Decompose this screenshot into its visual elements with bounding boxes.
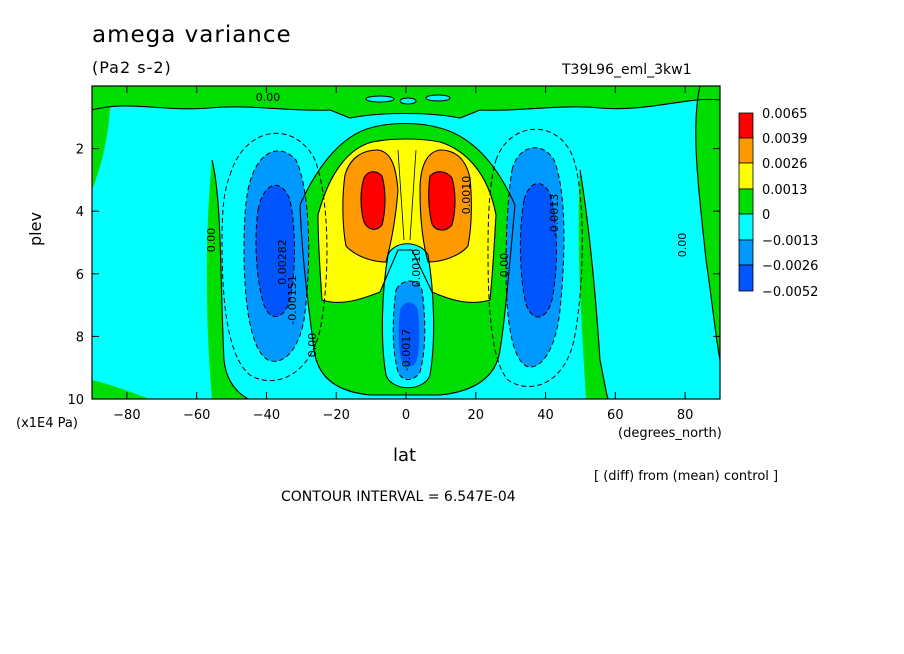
contour-neg-1e: [505, 147, 565, 368]
y-tick-label: 4: [76, 205, 84, 220]
y-tick-label: 10: [67, 393, 84, 408]
legend-level-label: −0.0013: [762, 234, 818, 249]
contour-neg-1w: [243, 150, 310, 362]
region-deepblue-east: [520, 183, 557, 318]
legend-level-label: 0.0065: [762, 107, 808, 122]
contour-neg-2e: [519, 183, 557, 318]
region-red-west: [361, 171, 385, 230]
legend-swatch: [738, 213, 754, 241]
x-tick-label: −80: [113, 408, 140, 423]
region-green-se: [578, 170, 608, 399]
run-label: T39L96_eml_3kw1: [562, 62, 692, 78]
contour-zero-equator: [381, 243, 435, 389]
chart-title: amega variance: [92, 22, 292, 48]
legend-level-label: −0.0052: [762, 285, 818, 300]
x-tick-label: 20: [468, 408, 485, 423]
contour-value-label: -0.00151: [286, 275, 299, 324]
y-tick-label: 8: [76, 330, 84, 345]
region-deepblue-west: [256, 185, 295, 317]
contour-value-label: -0.0013: [548, 194, 561, 236]
region-green-right: [695, 86, 720, 360]
x-tick-label: −60: [183, 408, 210, 423]
legend-level-label: 0.0013: [762, 183, 808, 198]
x-axis-label: lat: [393, 445, 417, 466]
contour-zero-sw: [211, 159, 249, 399]
axes: −80 −60 −40 −20 0 20 40 60 80 2 4 6 8 10: [67, 86, 720, 423]
contour-value-label: 0.00: [205, 228, 218, 253]
units-label: (Pa2 s-2): [92, 58, 172, 77]
contour-zero-right: [695, 86, 720, 361]
contour-pos-2w: [342, 149, 399, 263]
contour-neg-center: [392, 280, 426, 380]
legend: 0.0065 0.0039 0.0026 0.0013 0 −0.0013 −0.0026 −…: [738, 107, 818, 300]
contour-value-label: 0.0010: [460, 176, 473, 215]
contour-field: [92, 86, 720, 399]
contour-labels: 0.00 0.00 0.00282-0.00151 0.00 0.0010 -0.0017…: [205, 91, 689, 371]
contour-zero-center: [299, 123, 516, 396]
contour-pos-1: [317, 138, 497, 303]
legend-swatch: [738, 264, 754, 292]
y-axis-units: (x1E4 Pa): [16, 416, 78, 431]
contour-pos-3e: [428, 171, 456, 231]
x-tick-label: 80: [677, 408, 694, 423]
x-tick-label: 40: [537, 408, 554, 423]
contour-zero-se: [579, 169, 609, 399]
region-green-left: [92, 86, 111, 190]
blip-top-center: [399, 97, 417, 105]
contour-neg-2w: [255, 184, 295, 317]
contour-neg-outer-e: [487, 128, 583, 387]
contour-neg-outer-w: [221, 132, 328, 382]
contour-zero-top: [92, 98, 720, 119]
legend-level-label: −0.0026: [762, 259, 818, 274]
y-tick-label: 6: [76, 268, 84, 283]
region-deepblue-center: [398, 302, 420, 367]
contour-value-label: 0.00282: [276, 239, 289, 285]
contour-value-label: -0.0017: [400, 329, 413, 371]
legend-swatch: [738, 188, 754, 215]
legend-swatch: [738, 162, 754, 190]
region-red-east: [428, 171, 455, 231]
legend-level-label: 0: [762, 208, 770, 223]
contour-pos-3w: [360, 171, 386, 230]
region-green-bottom-left: [92, 380, 150, 399]
blip-top-right: [425, 94, 451, 102]
legend-level-label: 0.0039: [762, 132, 808, 147]
contour-value-label: 0.00: [306, 333, 319, 358]
diff-note: [ (diff) from (mean) control ]: [594, 469, 779, 484]
contour-value-label: 0.00: [676, 233, 689, 258]
contour-equator-ridge: [397, 149, 417, 241]
contour-value-label: 0.00: [256, 91, 281, 104]
legend-swatch: [738, 112, 754, 139]
y-tick-label: 2: [76, 143, 84, 158]
contour-interval: CONTOUR INTERVAL = 6.547E-04: [281, 489, 516, 505]
legend-swatch: [738, 137, 754, 164]
region-green-sw: [206, 160, 248, 399]
x-tick-label: −20: [323, 408, 350, 423]
legend-swatch: [738, 239, 754, 266]
x-tick-label: 0: [402, 408, 410, 423]
legend-level-label: 0.0026: [762, 157, 808, 172]
x-tick-label: 60: [607, 408, 624, 423]
blip-top-left: [365, 95, 395, 103]
x-tick-label: −40: [253, 408, 280, 423]
contour-value-label: 0.00: [498, 253, 511, 278]
x-axis-units: (degrees_north): [618, 426, 722, 441]
contour-value-label: 0.0010: [410, 249, 423, 288]
